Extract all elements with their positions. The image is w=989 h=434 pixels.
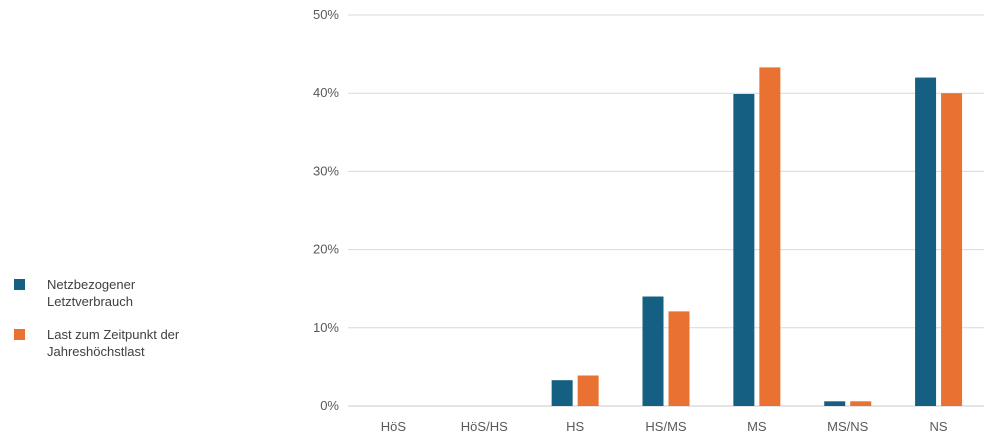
chart-legend: Netzbezogener Letztverbrauch Last zum Ze… [14, 276, 244, 376]
bar-NS-series-1 [915, 77, 937, 406]
y-tick-label: 30% [313, 163, 339, 178]
legend-label-series-2: Last zum Zeitpunkt der Jahreshöchstlast [47, 327, 180, 359]
x-tick-label: HS/MS [645, 419, 687, 434]
x-tick-label: HöS/HS [461, 419, 508, 434]
x-tick-label: MS/NS [827, 419, 869, 434]
y-tick-label: 20% [313, 242, 339, 257]
bar-HS-series-2 [577, 375, 599, 406]
bar-NS-series-2 [941, 93, 963, 406]
bar-HS/MS-series-1 [642, 296, 664, 406]
legend-swatch-series-2 [14, 329, 25, 340]
bar-MS-series-2 [759, 67, 781, 407]
y-tick-label: 50% [313, 7, 339, 22]
legend-item-series-1: Netzbezogener Letztverbrauch [14, 276, 244, 310]
y-tick-label: 40% [313, 85, 339, 100]
bar-MS-series-1 [733, 93, 755, 407]
x-tick-label: NS [930, 419, 948, 434]
legend-swatch-series-1 [14, 279, 25, 290]
bar-MS/NS-series-2 [850, 401, 872, 406]
bar-HS/MS-series-2 [668, 311, 690, 406]
legend-item-series-2: Last zum Zeitpunkt der Jahreshöchstlast [14, 326, 244, 360]
y-tick-label: 0% [320, 398, 339, 413]
x-tick-label: MS [747, 419, 767, 434]
bar-HS-series-1 [551, 380, 573, 406]
x-tick-label: HöS [381, 419, 407, 434]
bar-MS/NS-series-1 [824, 401, 846, 406]
legend-label-series-1: Netzbezogener Letztverbrauch [47, 277, 136, 309]
x-tick-label: HS [566, 419, 584, 434]
y-tick-label: 10% [313, 320, 339, 335]
